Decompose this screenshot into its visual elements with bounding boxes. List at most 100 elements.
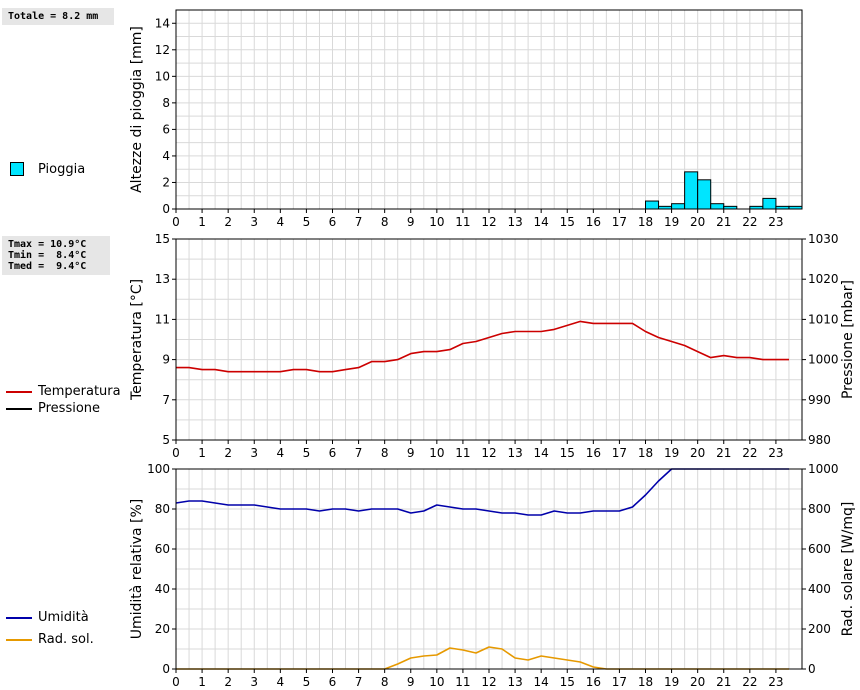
x-tick-label: 9 [407, 675, 415, 689]
x-tick-label: 4 [277, 446, 285, 460]
rain-total-box: Totale = 8.2 mm [2, 8, 114, 25]
x-tick-label: 13 [507, 675, 522, 689]
x-tick-label: 19 [664, 446, 679, 460]
y-tick-label: 7 [162, 393, 170, 407]
x-tick-label: 0 [172, 675, 180, 689]
y-tick-label: 20 [155, 622, 170, 636]
x-tick-label: 3 [250, 446, 258, 460]
y-axis-label: Umidità relativa [%] [129, 499, 145, 640]
rain-bar [762, 197, 777, 210]
x-tick-label: 13 [507, 215, 522, 229]
y-tick-label: 40 [155, 582, 170, 596]
y2-axis-label: Rad. solare [W/mq] [840, 502, 856, 637]
x-tick-label: 23 [768, 215, 783, 229]
temperature-stats-box: Tmax = 10.9°C Tmin = 8.4°C Tmed = 9.4°C [2, 236, 110, 275]
x-tick-label: 9 [407, 446, 415, 460]
x-tick-label: 20 [690, 675, 705, 689]
x-tick-label: 20 [690, 215, 705, 229]
x-tick-label: 2 [224, 446, 232, 460]
y2-tick-label: 200 [808, 622, 831, 636]
tmin: Tmin = 8.4°C [8, 250, 87, 261]
y2-tick-label: 990 [808, 393, 831, 407]
y2-tick-label: 1010 [808, 312, 839, 326]
y-axis-label: Altezze di pioggia [mm] [129, 26, 145, 193]
rain-legend-swatch [10, 162, 24, 176]
x-tick-label: 5 [303, 215, 311, 229]
temperature-legend-line [6, 391, 32, 393]
y-tick-label: 11 [155, 312, 170, 326]
x-tick-label: 11 [455, 215, 470, 229]
rain-total: Totale = 8.2 mm [8, 11, 99, 22]
x-tick-label: 15 [560, 215, 575, 229]
x-tick-label: 6 [329, 446, 337, 460]
x-tick-label: 17 [612, 675, 627, 689]
x-tick-label: 0 [172, 446, 180, 460]
x-tick-label: 1 [198, 675, 206, 689]
x-tick-label: 6 [329, 675, 337, 689]
x-tick-label: 8 [381, 215, 389, 229]
y2-tick-label: 0 [808, 662, 816, 676]
x-tick-label: 12 [481, 215, 496, 229]
x-tick-label: 0 [172, 215, 180, 229]
x-tick-label: 8 [381, 675, 389, 689]
y-tick-label: 14 [155, 16, 170, 30]
x-tick-label: 2 [224, 215, 232, 229]
y-tick-label: 100 [147, 462, 170, 476]
x-tick-label: 1 [198, 446, 206, 460]
rain-bar [684, 171, 699, 210]
x-tick-label: 21 [716, 675, 731, 689]
x-tick-label: 12 [481, 446, 496, 460]
humidity-line [175, 468, 789, 516]
y-tick-label: 4 [162, 149, 170, 163]
y2-tick-label: 1030 [808, 232, 839, 246]
y2-tick-label: 1000 [808, 462, 839, 476]
y-tick-label: 13 [155, 272, 170, 286]
x-tick-label: 18 [638, 215, 653, 229]
y2-tick-label: 800 [808, 502, 831, 516]
x-tick-label: 18 [638, 675, 653, 689]
x-tick-label: 15 [560, 446, 575, 460]
y2-tick-label: 1020 [808, 272, 839, 286]
x-tick-label: 4 [277, 215, 285, 229]
rain-bar [645, 200, 660, 210]
x-tick-label: 2 [224, 675, 232, 689]
rain-legend-label: Pioggia [38, 162, 86, 177]
y2-tick-label: 400 [808, 582, 831, 596]
x-tick-label: 3 [250, 215, 258, 229]
x-tick-label: 5 [303, 675, 311, 689]
rain-bar [671, 203, 686, 210]
x-tick-label: 10 [429, 675, 444, 689]
x-tick-label: 13 [507, 446, 522, 460]
y-tick-label: 80 [155, 502, 170, 516]
x-tick-label: 5 [303, 446, 311, 460]
x-tick-label: 7 [355, 446, 363, 460]
x-tick-label: 15 [560, 675, 575, 689]
x-tick-label: 9 [407, 215, 415, 229]
radiation-legend-line [6, 639, 32, 641]
x-tick-label: 22 [742, 675, 757, 689]
x-tick-label: 16 [586, 215, 601, 229]
y-tick-label: 8 [162, 96, 170, 110]
pressure-legend-label: Pressione [38, 401, 101, 416]
x-tick-label: 23 [768, 675, 783, 689]
x-tick-label: 16 [586, 675, 601, 689]
y-tick-label: 0 [162, 662, 170, 676]
x-tick-label: 19 [664, 675, 679, 689]
humidity-legend-line [6, 617, 32, 619]
x-tick-label: 17 [612, 215, 627, 229]
y-tick-label: 9 [162, 353, 170, 367]
temperature-legend-label: Temperatura [38, 384, 121, 399]
y-tick-label: 12 [155, 43, 170, 57]
x-tick-label: 19 [664, 215, 679, 229]
x-tick-label: 20 [690, 446, 705, 460]
x-tick-label: 16 [586, 446, 601, 460]
x-tick-label: 14 [534, 215, 549, 229]
x-tick-label: 14 [534, 675, 549, 689]
y-tick-label: 6 [162, 122, 170, 136]
x-tick-label: 7 [355, 675, 363, 689]
pressure-legend-line [6, 408, 32, 410]
y2-axis-label: Pressione [mbar] [840, 280, 856, 399]
radiation-legend-label: Rad. sol. [38, 632, 94, 647]
rain-bar [710, 203, 725, 210]
